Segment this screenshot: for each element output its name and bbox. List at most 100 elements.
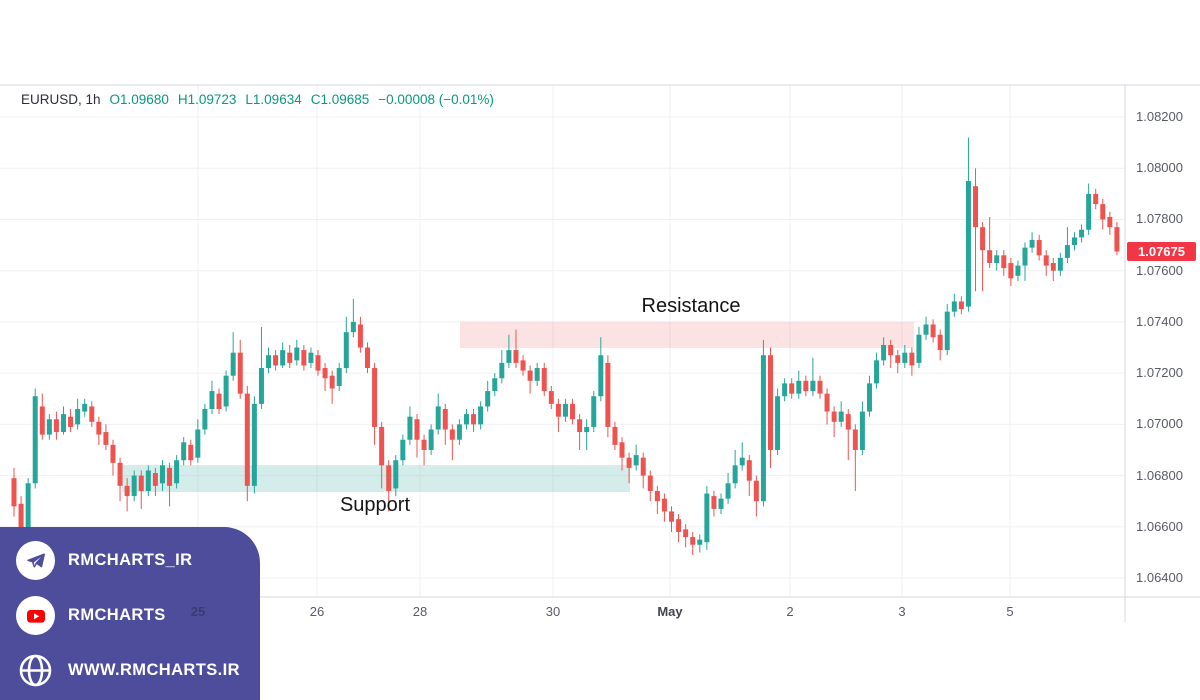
candle-body (937, 334, 943, 351)
candle-body (174, 460, 180, 484)
candle-body (287, 352, 293, 363)
candle-body (796, 380, 802, 394)
candle-body (1086, 193, 1092, 230)
candle-body (640, 457, 646, 476)
candle-body (760, 355, 766, 502)
candle-body (605, 362, 611, 427)
candle-body (654, 490, 660, 502)
candle-body (195, 429, 201, 458)
candle-body (336, 368, 342, 386)
branding-panel: RMCHARTS_IR RMCHARTS WWW.RMCHARTS.IR (0, 527, 260, 700)
candle-body (258, 368, 264, 404)
ohlc-legend[interactable]: EURUSD, 1h O1.09680 H1.09723 L1.09634 C1… (21, 92, 494, 107)
candle-body (343, 332, 349, 369)
candle-body (53, 419, 59, 433)
candle-body (379, 426, 385, 466)
price-tick-label: 1.07000 (1136, 416, 1183, 432)
candle-body (980, 227, 986, 251)
candle-body (372, 368, 378, 427)
candle-body (11, 478, 17, 507)
candle-body (251, 403, 257, 486)
candle-body (838, 411, 844, 422)
youtube-link[interactable]: RMCHARTS (16, 596, 260, 635)
telegram-icon (16, 541, 55, 580)
candle-body (357, 324, 363, 348)
candle-body (951, 301, 957, 312)
time-tick-label: May (657, 604, 683, 619)
website-link[interactable]: WWW.RMCHARTS.IR (16, 651, 260, 690)
candle-body (1050, 263, 1056, 271)
candle-body (598, 355, 604, 397)
candle-body (619, 442, 625, 458)
candle-body (697, 539, 703, 545)
candle-body (859, 411, 865, 450)
candle-body (683, 529, 689, 538)
candle-body (25, 483, 31, 535)
time-tick-label: 26 (309, 604, 325, 619)
candle-body (1114, 227, 1120, 252)
price-tick-label: 1.07400 (1136, 313, 1183, 329)
price-tick-label: 1.06800 (1136, 467, 1183, 483)
time-tick-label: 5 (1006, 604, 1014, 619)
candle-body (301, 350, 307, 366)
candle-body (732, 465, 738, 484)
candle-body (739, 457, 745, 466)
candle-body (944, 311, 950, 351)
candle-body (661, 498, 667, 512)
candle-body (866, 383, 872, 412)
support-zone (122, 465, 630, 492)
youtube-icon (16, 596, 55, 635)
telegram-link[interactable]: RMCHARTS_IR (16, 541, 260, 580)
candle-body (782, 383, 788, 397)
candle-body (902, 352, 908, 363)
last-price-badge: 1.07675 (1127, 241, 1196, 261)
candle-body (478, 406, 484, 425)
candle-body (789, 383, 795, 394)
candle-body (506, 350, 512, 363)
candle-body (152, 473, 158, 486)
candle-body (1008, 263, 1014, 279)
website-url: WWW.RMCHARTS.IR (68, 661, 240, 679)
candle-body (492, 378, 498, 392)
candle-body (1079, 229, 1085, 238)
candle-body (676, 519, 682, 532)
time-tick-label: 30 (545, 604, 561, 619)
candle-body (103, 432, 109, 445)
candle-body (513, 350, 519, 363)
candle-body (442, 409, 448, 430)
candle-body (958, 301, 964, 310)
candle-body (435, 406, 441, 430)
candle-body (520, 360, 526, 371)
candle-body (82, 403, 88, 412)
candle-body (584, 426, 590, 433)
candle-body (117, 462, 123, 486)
candle-body (463, 414, 469, 425)
candle-body (1029, 239, 1035, 248)
candle-body (831, 411, 837, 422)
candle-body (145, 470, 151, 491)
candle-body (75, 409, 81, 425)
candle-body (852, 429, 858, 450)
candle-body (555, 403, 561, 417)
candle-body (244, 393, 250, 486)
candle-body (294, 347, 300, 361)
candle-body (181, 442, 187, 461)
candle-body (110, 444, 116, 463)
candle-body (562, 403, 568, 417)
candle-body (1107, 216, 1113, 228)
candle-body (230, 352, 236, 376)
candle-body (1036, 239, 1042, 256)
price-tick-label: 1.08000 (1136, 160, 1183, 176)
candle-body (1001, 255, 1007, 269)
support-label: Support (339, 494, 411, 516)
candle-body (690, 537, 696, 545)
candle-body (753, 480, 759, 502)
globe-icon (16, 651, 55, 690)
candle-body (612, 426, 618, 445)
candle-body (68, 416, 74, 427)
candle-body (965, 181, 971, 307)
candle-body (548, 391, 554, 404)
candle-body (1064, 245, 1070, 258)
candle-body (888, 344, 894, 356)
